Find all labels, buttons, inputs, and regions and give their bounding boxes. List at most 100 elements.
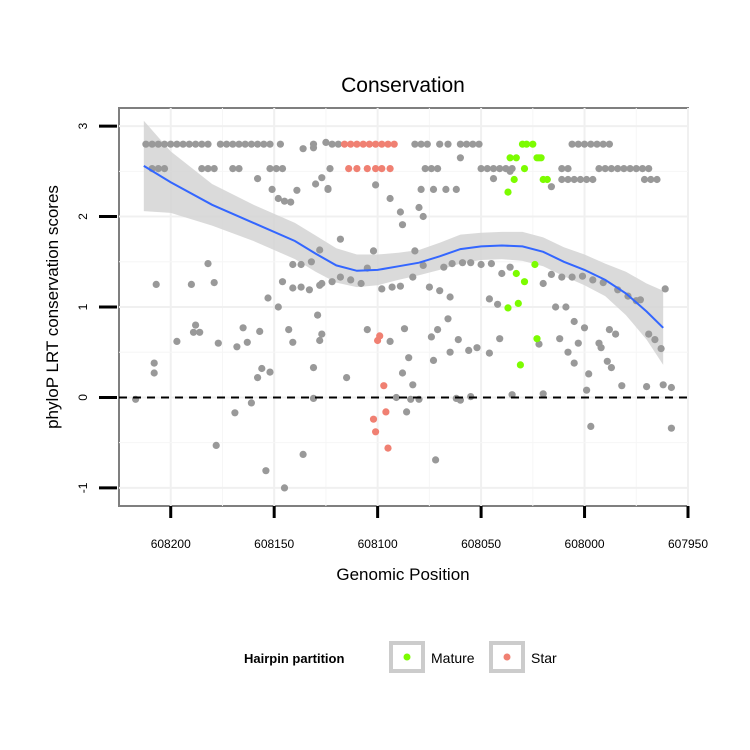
legend-swatch-mature <box>403 653 411 661</box>
point-other <box>587 140 595 148</box>
point-other <box>589 175 597 184</box>
point-other <box>463 140 471 148</box>
point-star <box>359 140 367 148</box>
point-other <box>436 140 444 148</box>
point-mature <box>516 361 525 369</box>
point-other <box>266 140 274 148</box>
point-other <box>312 180 320 188</box>
point-other <box>289 284 297 292</box>
point-star <box>372 428 380 436</box>
point-other <box>605 140 614 148</box>
point-other <box>229 140 237 148</box>
x-tick-label: 607950 <box>668 537 708 551</box>
point-other <box>297 283 305 291</box>
point-star <box>372 165 380 173</box>
point-mature <box>512 154 520 162</box>
point-other <box>626 165 634 173</box>
x-tick-label: 608150 <box>254 537 294 551</box>
point-other <box>318 330 326 338</box>
point-other <box>396 282 404 290</box>
point-other <box>154 165 162 173</box>
point-other <box>599 140 607 148</box>
point-other <box>229 165 237 173</box>
point-other <box>398 221 407 229</box>
point-other <box>400 325 409 333</box>
x-axis-label: Genomic Position <box>336 565 469 584</box>
point-other <box>322 138 330 146</box>
point-other <box>636 296 645 304</box>
point-other <box>640 175 649 184</box>
point-other <box>398 369 407 377</box>
point-other <box>204 165 212 173</box>
point-star <box>372 140 380 148</box>
smooth-line-group <box>143 165 664 329</box>
point-other <box>336 235 344 243</box>
point-other <box>620 165 628 173</box>
x-tick-label: 608000 <box>565 537 605 551</box>
point-other <box>429 356 438 364</box>
point-other <box>258 364 266 373</box>
point-other <box>239 324 247 332</box>
plot-panel <box>118 107 689 507</box>
point-other <box>216 140 224 148</box>
point-other <box>328 278 336 286</box>
point-other <box>210 279 218 287</box>
point-other <box>458 259 467 267</box>
point-other <box>386 337 394 345</box>
point-other <box>419 261 427 269</box>
point-mature <box>523 140 531 148</box>
point-other <box>154 140 162 148</box>
y-tick-label: 1 <box>76 303 90 310</box>
point-other <box>568 273 576 281</box>
point-other <box>562 303 570 311</box>
point-other <box>659 381 667 389</box>
point-mature <box>510 175 518 184</box>
point-other <box>173 140 181 148</box>
point-mature <box>543 175 551 184</box>
point-mature <box>537 154 545 162</box>
point-other <box>547 270 556 278</box>
point-other <box>607 165 616 173</box>
point-other <box>496 335 504 343</box>
point-other <box>293 186 301 194</box>
point-other <box>212 441 220 449</box>
legend-title: Hairpin partition <box>244 651 344 666</box>
point-other <box>388 283 396 291</box>
point-other <box>467 259 475 267</box>
point-other <box>434 326 442 334</box>
point-other <box>256 327 264 335</box>
point-other <box>570 317 578 326</box>
point-mature <box>531 260 539 269</box>
point-other <box>214 339 222 347</box>
point-other <box>299 450 307 458</box>
point-star <box>378 140 386 148</box>
point-mature <box>504 188 512 196</box>
point-star <box>382 408 390 416</box>
point-other <box>287 198 295 206</box>
point-star <box>384 140 392 148</box>
legend-label-star: Star <box>531 650 557 666</box>
point-other <box>289 338 297 346</box>
point-other <box>427 333 435 341</box>
point-other <box>558 175 566 184</box>
point-other <box>386 194 394 203</box>
point-other <box>268 185 276 193</box>
chart-title: Conservation <box>341 74 465 97</box>
point-other <box>223 140 231 148</box>
x-tick-label: 608200 <box>151 537 191 551</box>
point-star <box>365 140 373 148</box>
point-other <box>485 295 493 303</box>
point-other <box>198 165 206 173</box>
point-star <box>369 415 378 423</box>
point-other <box>427 165 435 173</box>
point-other <box>547 183 556 191</box>
point-other <box>506 263 514 271</box>
legend: Hairpin partition Mature Star <box>244 641 557 673</box>
point-other <box>192 140 200 148</box>
point-other <box>667 383 676 392</box>
point-other <box>647 175 655 184</box>
point-other <box>272 165 280 173</box>
point-other <box>595 339 603 347</box>
point-other <box>477 260 485 269</box>
point-mature <box>514 299 522 307</box>
